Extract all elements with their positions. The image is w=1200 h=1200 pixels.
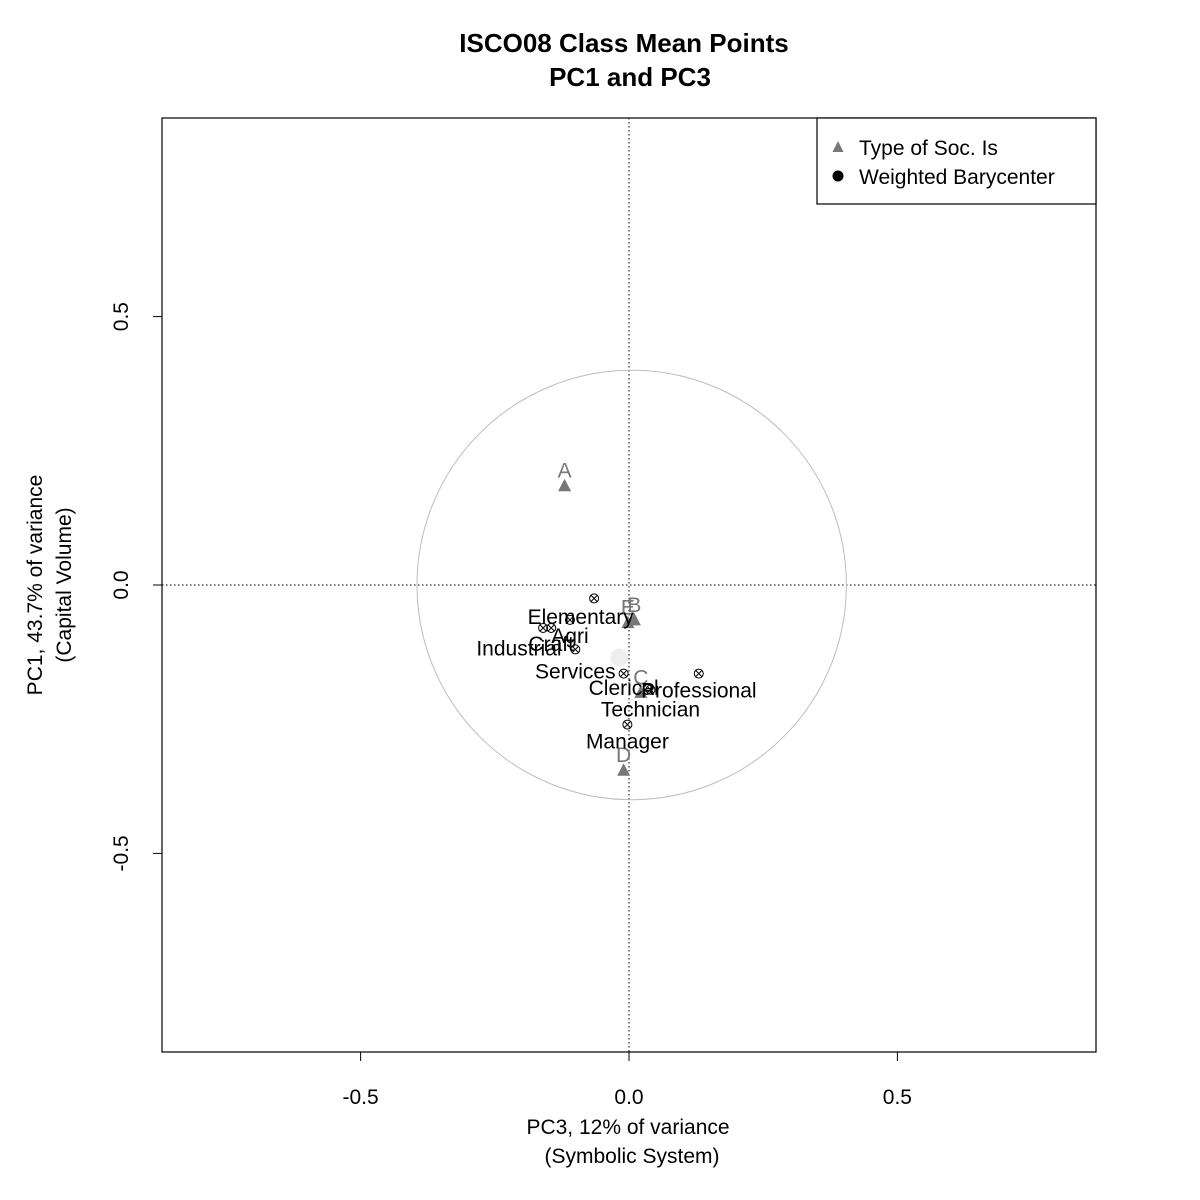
category-point-clerical <box>618 668 629 679</box>
category-label-craft: Craft <box>528 633 574 656</box>
x-tick-label: -0.5 <box>343 1086 379 1109</box>
category-marker-cross <box>623 721 631 729</box>
category-point-agri <box>564 614 575 625</box>
weighted-barycenter-point <box>610 648 629 667</box>
category-marker-circle <box>564 614 575 625</box>
category-label-services: Services <box>535 660 616 683</box>
category-marker-cross <box>566 616 574 624</box>
category-marker-cross <box>695 670 703 678</box>
category-label-technician: Technician <box>601 699 700 722</box>
category-marker-cross <box>547 624 555 632</box>
category-point-craft <box>546 622 557 633</box>
chart-subtitle: PC1 and PC3 <box>549 62 711 92</box>
type-label-e: E <box>621 597 635 620</box>
category-marker-circle <box>618 668 629 679</box>
y-axis-labels: PC1, 43.7% of variance (Capital Volume) <box>24 475 76 696</box>
y-tick-label: 0.0 <box>110 570 133 599</box>
chart-title: ISCO08 Class Mean Points <box>459 28 788 58</box>
category-marker-cross <box>539 624 547 632</box>
category-marker-cross <box>646 686 655 694</box>
category-point-professional <box>693 668 704 679</box>
x-axis-labels: PC3, 12% of variance (Symbolic System) <box>526 1116 729 1168</box>
x-tick-label: 0.5 <box>883 1086 912 1109</box>
y-axis-label: PC1, 43.7% of variance <box>24 475 47 696</box>
category-point-manager <box>622 719 633 730</box>
type-label-d: D <box>616 744 631 767</box>
legend-triangle-symbol <box>832 141 844 152</box>
axis-ticks: -0.5 0.0 0.5 -0.5 0.0 0.5 <box>110 302 912 1109</box>
category-marker-circle <box>570 644 581 655</box>
legend-entry-barycenter: Weighted Barycenter <box>859 166 1055 189</box>
x-axis-sublabel: (Symbolic System) <box>544 1145 719 1168</box>
category-point-services <box>570 644 581 655</box>
category-label-professional: Professional <box>641 680 757 703</box>
category-point-elementary <box>589 593 600 604</box>
y-tick-label: 0.5 <box>110 302 133 331</box>
legend: Type of Soc. Is Weighted Barycenter <box>816 117 1097 205</box>
type-label-c: C <box>633 666 648 689</box>
titles: ISCO08 Class Mean Points PC1 and PC3 <box>459 28 788 92</box>
y-tick-label: -0.5 <box>110 835 133 871</box>
type-label-b: B <box>627 594 641 617</box>
x-axis-label: PC3, 12% of variance <box>526 1116 729 1139</box>
category-marker-cross <box>590 594 598 602</box>
plot-area: A B C D EElementaryAgriCraftIndustrialServic… <box>161 117 1097 1053</box>
category-point-industrial <box>538 622 549 633</box>
reference-circle <box>416 369 847 801</box>
category-label-clerical: Clerical <box>589 677 659 700</box>
category-marker-circle <box>645 684 656 695</box>
y-axis-sublabel: (Capital Volume) <box>53 507 76 662</box>
type-point-a <box>558 478 572 492</box>
category-marker-cross <box>620 670 628 678</box>
type-point-c <box>634 685 648 698</box>
type-label-a: A <box>558 460 572 483</box>
legend-box <box>816 117 1097 205</box>
category-marker-cross <box>571 645 579 653</box>
category-point-technician <box>645 684 656 695</box>
legend-circle-symbol <box>832 170 844 182</box>
category-marker-circle <box>589 593 600 604</box>
category-marker-circle <box>622 719 633 730</box>
x-tick-label: 0.0 <box>614 1086 643 1109</box>
category-marker-circle <box>546 622 557 633</box>
type-point-e <box>621 615 635 629</box>
category-label-industrial: Industrial <box>476 637 561 660</box>
category-marker-circle <box>693 668 704 679</box>
category-label-elementary: Elementary <box>528 606 635 629</box>
category-label-agri: Agri <box>551 625 588 648</box>
legend-entry-type: Type of Soc. Is <box>859 137 998 160</box>
category-marker-circle <box>538 622 549 633</box>
type-point-d <box>617 763 631 776</box>
category-label-manager: Manager <box>586 731 669 754</box>
